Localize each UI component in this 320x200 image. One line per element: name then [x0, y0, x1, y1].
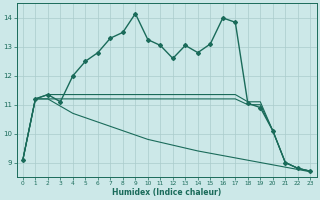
- X-axis label: Humidex (Indice chaleur): Humidex (Indice chaleur): [112, 188, 221, 197]
